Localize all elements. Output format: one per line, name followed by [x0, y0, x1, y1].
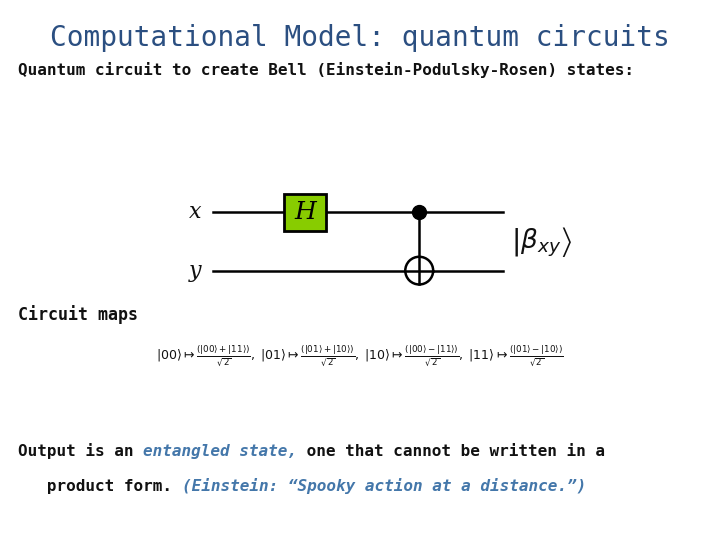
Text: Quantum circuit to create Bell (Einstein-Podulsky-Rosen) states:: Quantum circuit to create Bell (Einstein… — [18, 62, 634, 78]
Text: product form.: product form. — [18, 480, 181, 495]
Text: entangled state,: entangled state, — [143, 444, 297, 460]
Text: Output is an: Output is an — [18, 443, 143, 460]
Text: $|00\rangle \mapsto \frac{(|00\rangle+|11\rangle)}{\sqrt{2}}$$,\;|01\rangle \map: $|00\rangle \mapsto \frac{(|00\rangle+|1… — [156, 343, 564, 368]
Text: $\left|\beta_{xy}\right\rangle$: $\left|\beta_{xy}\right\rangle$ — [511, 225, 573, 259]
Text: y: y — [189, 260, 202, 282]
Bar — [284, 194, 325, 231]
Text: H: H — [294, 201, 315, 224]
Text: one that cannot be written in a: one that cannot be written in a — [297, 444, 605, 460]
Text: x: x — [189, 201, 202, 224]
Text: (Einstein: “Spooky action at a distance.”): (Einstein: “Spooky action at a distance.… — [181, 478, 586, 495]
Ellipse shape — [405, 256, 433, 285]
Text: Circuit maps: Circuit maps — [18, 305, 138, 324]
Text: Computational Model: quantum circuits: Computational Model: quantum circuits — [50, 24, 670, 52]
